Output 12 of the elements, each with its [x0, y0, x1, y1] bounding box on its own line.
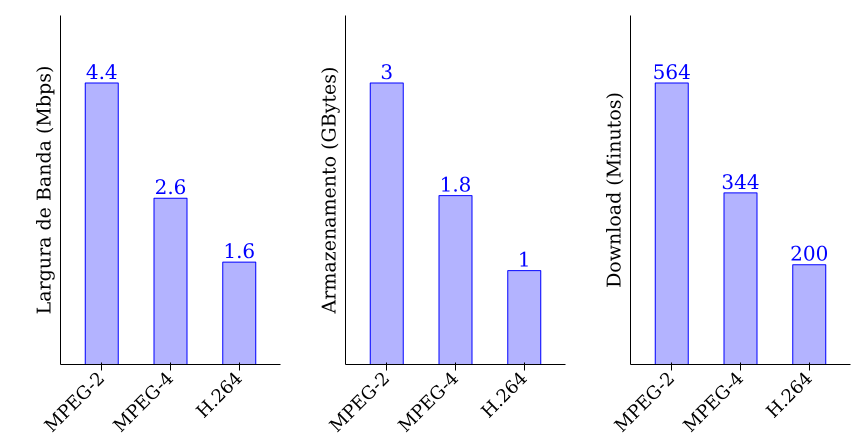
y-axis-title: Download (Minutos) [604, 92, 626, 288]
data-label: 4.4 [86, 60, 118, 84]
data-label: 3 [380, 60, 394, 84]
y-axis-title: Largura de Banda (Mbps) [34, 66, 56, 314]
data-label: 1.6 [223, 239, 256, 264]
data-label: 1 [518, 248, 531, 272]
y-axis-title: Armazenamento (GBytes) [318, 66, 340, 314]
data-label: 564 [652, 60, 691, 84]
data-label: 2.6 [154, 175, 186, 200]
data-label: 1.8 [440, 172, 472, 197]
data-label: 200 [790, 242, 828, 266]
data-label: 344 [721, 170, 760, 194]
